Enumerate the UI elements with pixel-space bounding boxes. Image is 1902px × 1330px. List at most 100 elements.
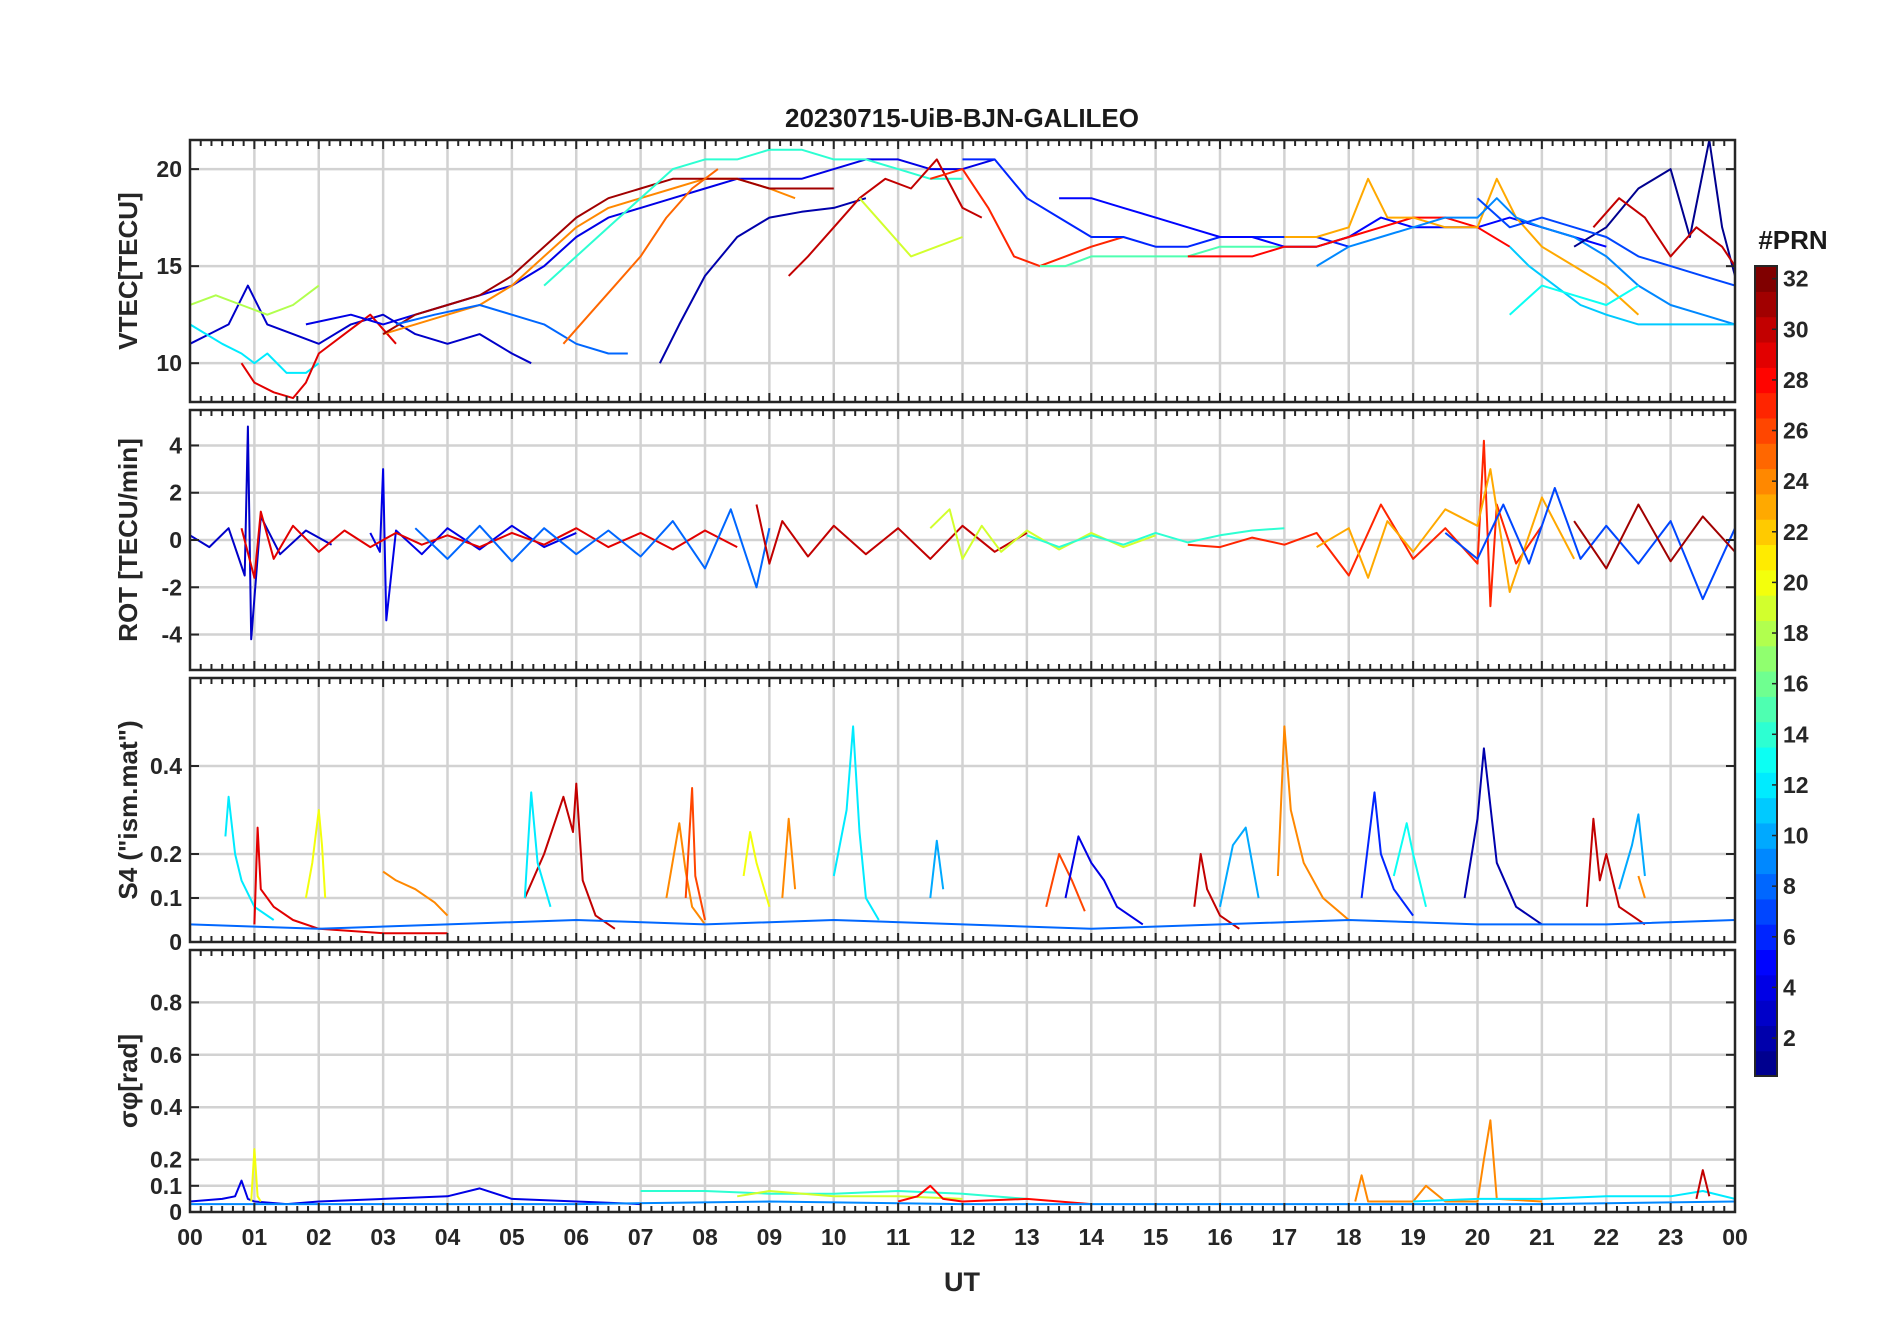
series-line-prn-14 [640,1190,1027,1200]
series-line-prn-19 [858,197,963,258]
colorbar-segment [1755,696,1777,723]
x-tick-label: 04 [435,1224,461,1250]
colorbar-segment [1755,873,1777,900]
y-axis-label: VTEC[TECU] [113,192,143,349]
colorbar-segment [1755,1000,1777,1026]
x-axis: 00 01 02 03 04 05 06 07 08 09 10 11 12 13 14 15 16 17 18 19… [177,1224,1748,1250]
series-line-prn-29 [240,313,397,400]
series-line-prn-20 [742,831,771,908]
series-line-prn-24 [1354,1119,1542,1203]
x-tick-label: 15 [1143,1224,1169,1250]
series-line-prn-24 [665,822,706,925]
y-axis-label: S4 ("ism.mat") [113,720,143,899]
series-line-prn-28 [897,1184,1092,1206]
series-line-prn-31 [1573,503,1735,570]
colorbar-title: #PRN [1758,225,1827,255]
colorbar-frame [1754,265,1778,1077]
x-tick-label: 19 [1400,1224,1426,1250]
colorbar-segment [1755,924,1777,951]
series-line-prn-30 [1193,853,1240,930]
y-axis-label: ROT [TECU/min] [113,438,143,642]
panel-4: 00.10.2 0.4 0.6 0.8 σφ[rad] [113,948,1737,1225]
y-tick-label: -2 [162,574,182,600]
series-line-prn-2 [1463,747,1543,926]
y-tick-label: 0.6 [150,1042,182,1068]
series-line-prn-9 [1316,197,1735,326]
series-line-prn-4 [1064,835,1144,926]
colorbar-tick-label: 28 [1783,367,1809,393]
series-line-prn-4 [190,1179,641,1206]
colorbar-tick-label: 10 [1783,823,1809,849]
colorbar-tick-label: 20 [1783,569,1809,595]
panel-2: -4 -2 0 2 4 ROT [TECU/min] [113,408,1737,672]
series-line-prn-28 [1187,216,1511,258]
colorbar-segment [1755,949,1777,976]
series-line-prn-29 [253,826,448,935]
series-line-prn-24 [382,870,449,917]
colorbar-segment [1755,797,1777,824]
series-line-prn-19 [737,1190,963,1200]
colorbar-segment [1755,645,1777,672]
y-tick-label: 0.1 [150,885,182,911]
x-tick-label: 21 [1529,1224,1555,1250]
series-line-prn-12 [832,725,880,921]
series-group [190,140,1735,400]
series-line-prn-27 [1187,439,1543,608]
colorbar-segment [1755,848,1777,875]
colorbar-segment [1755,291,1777,318]
y-axis-label: σφ[rad] [113,1034,143,1128]
colorbar-segment [1755,468,1777,495]
series-line-prn-8 [395,304,628,355]
series-line-prn-24 [1276,725,1350,921]
series-group [190,725,1735,935]
y-tick-label: 0 [169,1199,182,1225]
series-line-prn-10 [929,839,945,899]
x-tick-label: 22 [1593,1224,1619,1250]
series-line-prn-10 [1618,813,1646,890]
series-line-prn-2 [659,197,867,364]
series-line-prn-20 [250,1148,262,1203]
y-tick-label: 0.2 [150,841,182,867]
colorbar-tick-label: 2 [1783,1025,1796,1051]
colorbar-segment [1755,671,1777,697]
colorbar-tick-label: 22 [1783,519,1809,545]
series-group [190,425,1735,641]
colorbar-segment [1755,721,1777,748]
series-line-prn-6 [1360,791,1414,917]
colorbar-tick-label: 16 [1783,671,1809,697]
series-line-prn-20 [304,809,327,899]
x-tick-label: 07 [628,1224,654,1250]
series-line-prn-12 [224,795,275,921]
series-line-prn-14 [1026,527,1285,549]
series-line-prn-13 [1392,822,1427,908]
x-tick-label: 18 [1336,1224,1362,1250]
colorbar-segment [1755,341,1777,368]
colorbar-segment [1755,493,1777,520]
x-tick-label: 23 [1658,1224,1684,1250]
series-line-prn-23 [1316,468,1575,593]
colorbar-tick-label: 6 [1783,924,1796,950]
colorbar-segment [1755,569,1777,596]
x-tick-label: 05 [499,1224,525,1250]
colorbar-tick-label: 4 [1783,974,1796,1000]
colorbar-segment [1755,316,1777,343]
colorbar-segment [1755,519,1777,546]
y-tick-label: 0 [169,929,182,955]
series-line-prn-30 [1592,197,1735,267]
y-tick-label: -4 [162,622,183,648]
x-tick-label: 17 [1272,1224,1298,1250]
x-tick-label: 09 [757,1224,783,1250]
series-line-prn-3 [190,284,532,365]
y-tick-label: 0.2 [150,1147,182,1173]
colorbar-segment [1755,1050,1777,1077]
series-line-prn-18 [190,284,320,316]
colorbar-segment [1755,266,1777,292]
series-line-prn-29 [240,510,738,579]
colorbar-tick-label: 8 [1783,873,1796,899]
colorbar-segment [1755,544,1777,571]
x-tick-label: 08 [692,1224,718,1250]
colorbar-segment [1755,417,1777,444]
